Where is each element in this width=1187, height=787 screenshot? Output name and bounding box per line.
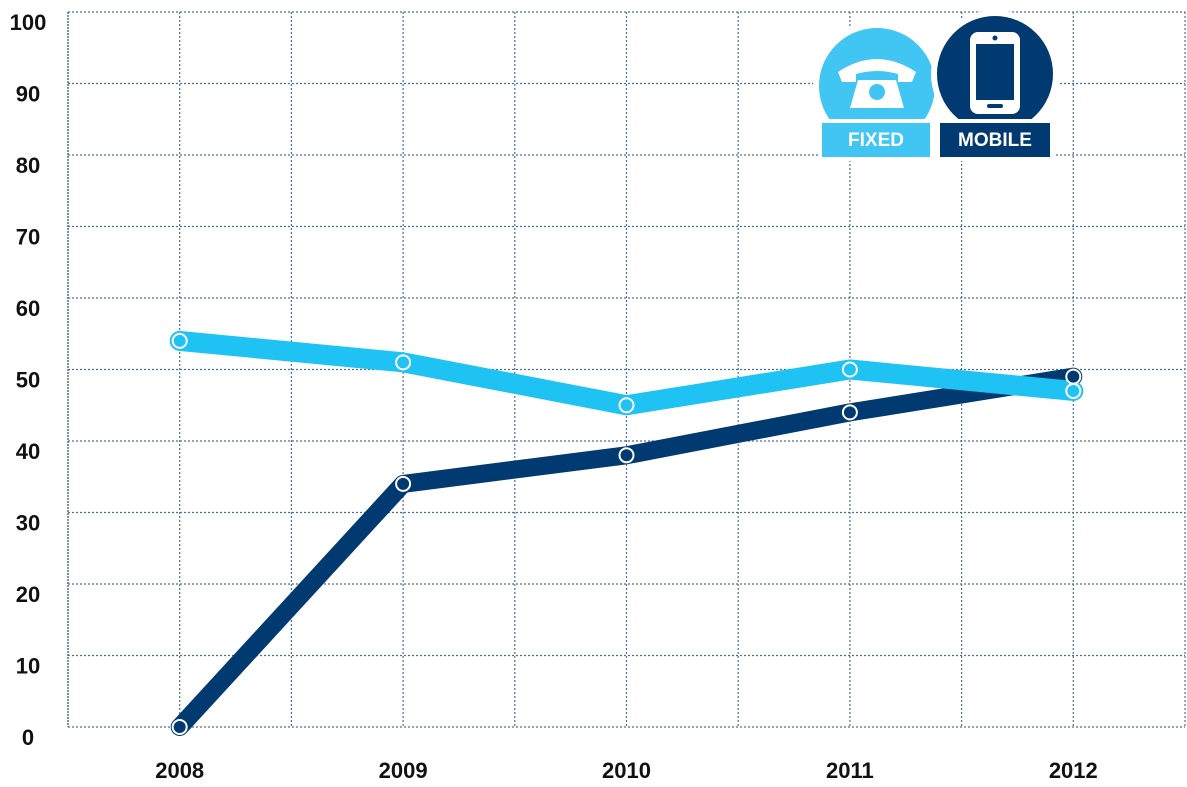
y-tick-label: 70 — [16, 224, 40, 249]
y-tick-label: 100 — [10, 10, 47, 35]
point-marker — [841, 361, 858, 378]
y-tick-label: 50 — [16, 367, 40, 392]
y-tick-label: 90 — [16, 81, 40, 106]
point-marker — [171, 332, 188, 349]
y-tick-label: 60 — [16, 296, 40, 321]
point-marker — [395, 475, 412, 492]
x-tick-label: 2012 — [1049, 758, 1098, 783]
point-marker — [1065, 382, 1082, 399]
lines — [169, 330, 1084, 736]
y-tick-label: 0 — [22, 725, 34, 750]
x-tick-label: 2011 — [826, 758, 874, 783]
x-tick-label: 2008 — [155, 758, 204, 783]
grid: 0 10 20 30 40 50 60 70 80 90 100 2008 2009 2010 2011 20… — [10, 10, 1186, 783]
y-tick-label: 80 — [16, 153, 40, 178]
y-tick-label: 10 — [16, 653, 40, 678]
legend: FIXED MOBILE — [813, 10, 1059, 161]
legend-box — [822, 123, 930, 157]
y-tick-label: 30 — [16, 510, 40, 535]
legend-label: MOBILE — [958, 130, 1032, 151]
y-tick-label: 40 — [16, 439, 40, 464]
phone-icon — [838, 59, 916, 108]
point-marker — [171, 719, 188, 735]
point-marker — [618, 447, 635, 464]
y-tick-label: 20 — [16, 582, 40, 607]
legend-label: FIXED — [848, 130, 904, 151]
x-tick-label: 2010 — [602, 758, 651, 783]
x-tick-label: 2009 — [379, 758, 428, 783]
point-marker — [618, 397, 635, 414]
mobile-icon — [970, 32, 1020, 114]
point-marker — [395, 354, 412, 371]
point-marker — [841, 404, 858, 421]
point-marker — [1065, 368, 1082, 385]
legend-box — [940, 123, 1050, 157]
